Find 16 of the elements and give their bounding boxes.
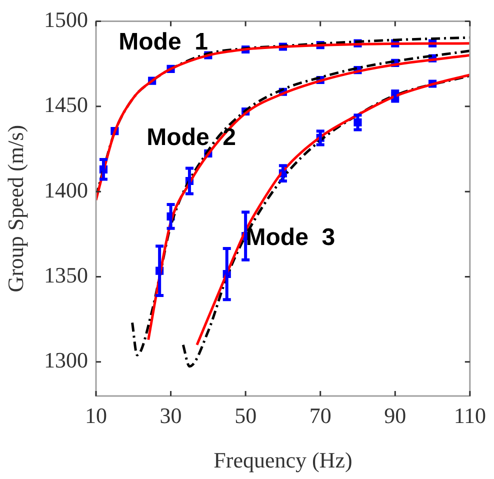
x-tick-label: 50 — [234, 402, 257, 428]
y-tick-label: 1450 — [44, 92, 88, 118]
x-tick-label: 70 — [309, 402, 332, 428]
y-axis-title: Group Speed (m/s) — [2, 124, 28, 292]
y-tick-label: 1500 — [44, 6, 88, 32]
x-tick-label: 30 — [160, 402, 182, 428]
y-tick-label: 1350 — [44, 262, 88, 288]
annotation: Mode 3 — [246, 224, 336, 252]
annotation: Mode 1 — [118, 28, 208, 56]
annotation: Mode 2 — [146, 124, 236, 151]
y-tick-label: 1300 — [44, 348, 88, 373]
x-axis-title: Frequency (Hz) — [214, 448, 352, 473]
x-tick-label: 110 — [454, 402, 486, 428]
y-tick-label: 1400 — [44, 177, 88, 202]
x-tick-label: 90 — [384, 402, 406, 428]
x-tick-label: 10 — [85, 402, 107, 428]
